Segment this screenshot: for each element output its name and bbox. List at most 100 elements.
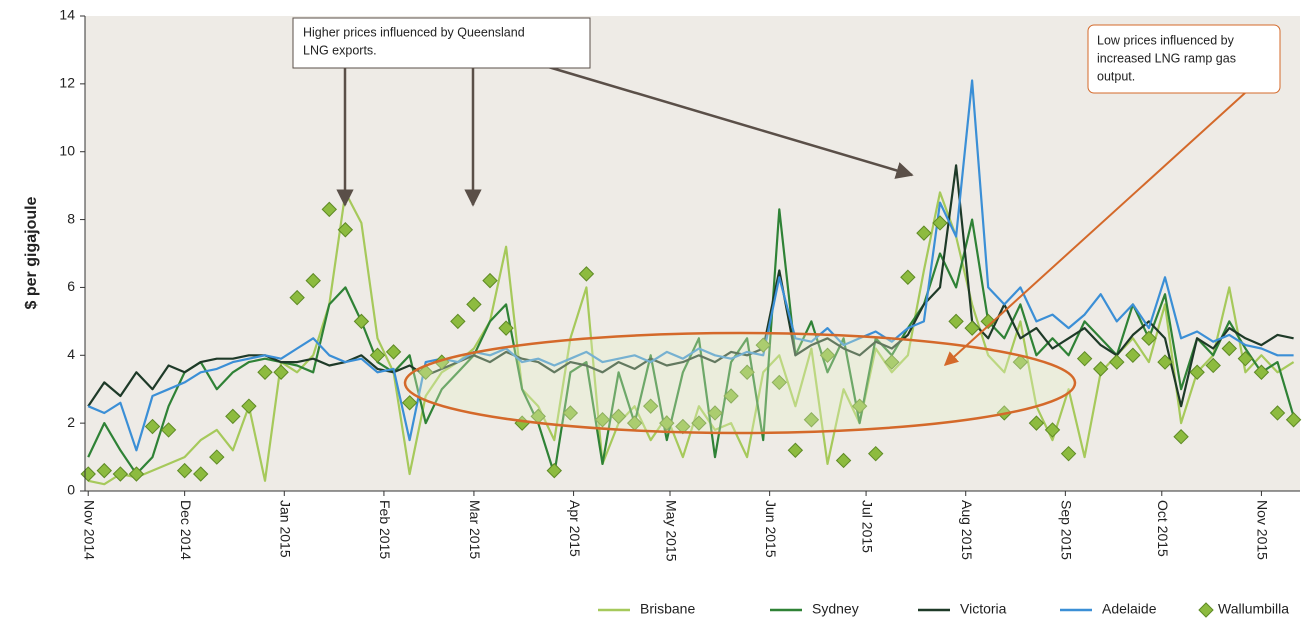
data-point	[723, 388, 739, 404]
data-point	[643, 398, 659, 414]
data-point	[466, 296, 482, 313]
data-point	[594, 412, 611, 428]
data-point	[1141, 330, 1157, 347]
data-point	[401, 395, 418, 411]
data-point	[369, 347, 386, 363]
data-point	[884, 354, 900, 370]
data-point	[980, 313, 996, 330]
annotation-text: Low prices influenced by	[1097, 33, 1235, 47]
x-tick-label: Apr 2015	[567, 500, 583, 557]
highlight-ellipse	[403, 331, 1077, 435]
y-tick-label: 6	[67, 278, 75, 294]
data-point	[273, 364, 289, 380]
data-point	[691, 415, 707, 431]
data-point	[1173, 429, 1189, 445]
annotation-box	[292, 17, 591, 69]
data-point	[112, 466, 129, 482]
x-tick-label: Jan 2015	[278, 500, 294, 558]
x-tick-label: Jun 2015	[763, 500, 779, 558]
data-point	[321, 201, 337, 218]
data-point	[1028, 415, 1045, 431]
data-point	[707, 405, 723, 421]
data-point	[868, 445, 884, 462]
data-point	[1205, 357, 1221, 374]
x-tick-label: Oct 2015	[1155, 500, 1171, 557]
arrow	[544, 64, 914, 179]
x-tick-label: Feb 2015	[377, 500, 393, 559]
data-point	[562, 405, 579, 421]
data-point	[96, 462, 112, 479]
y-tick-label: 14	[59, 7, 75, 23]
plot-area	[85, 16, 1300, 491]
y-tick-label: 10	[59, 142, 75, 158]
data-point	[482, 272, 498, 289]
data-point	[1076, 350, 1093, 367]
data-point	[739, 364, 755, 380]
data-point	[964, 320, 980, 336]
y-tick-label: 0	[67, 482, 75, 498]
y-axis-label: $ per gigajoule	[23, 196, 40, 309]
y-tick-label: 12	[59, 75, 75, 91]
data-point	[257, 364, 273, 380]
series-line	[87, 79, 1294, 452]
data-point	[659, 415, 675, 431]
data-point	[289, 289, 305, 306]
x-tick-label: Dec 2014	[178, 500, 194, 560]
data-point	[835, 452, 852, 469]
data-point	[803, 412, 820, 428]
data-point	[385, 344, 402, 360]
annotation-text: Higher prices influenced by Queensland	[303, 25, 525, 39]
x-tick-label: Mar 2015	[467, 500, 483, 559]
data-point	[209, 449, 225, 465]
x-tick-label: Jul 2015	[859, 500, 875, 553]
data-point	[578, 266, 595, 282]
data-point	[851, 398, 868, 414]
x-tick-label: Nov 2015	[1255, 500, 1271, 560]
legend-label: Wallumbilla	[1218, 601, 1289, 617]
data-point	[1060, 445, 1077, 462]
data-point	[1189, 364, 1205, 380]
x-tick-label: Aug 2015	[959, 500, 975, 560]
y-tick-label: 4	[67, 346, 75, 362]
data-point	[819, 347, 836, 363]
data-point	[337, 222, 354, 238]
legend-label: Brisbane	[640, 601, 695, 617]
y-tick-label: 2	[67, 414, 75, 430]
annotation-text: output.	[1097, 69, 1135, 83]
arrow	[943, 92, 1246, 366]
data-point	[1044, 422, 1061, 438]
data-point	[144, 418, 161, 435]
data-point	[1157, 354, 1173, 370]
data-point	[771, 374, 787, 391]
annotation-box	[1087, 24, 1281, 94]
data-point	[1221, 340, 1237, 357]
data-point	[1253, 364, 1270, 380]
data-point	[1285, 412, 1302, 428]
x-tick-label: Sep 2015	[1059, 500, 1075, 560]
data-point	[1125, 347, 1141, 363]
legend-label: Sydney	[812, 601, 859, 617]
data-point	[418, 364, 434, 380]
data-point	[787, 442, 804, 458]
annotation-text: increased LNG ramp gas	[1097, 51, 1236, 65]
data-point	[546, 462, 562, 479]
data-point	[450, 313, 466, 330]
data-point	[916, 225, 932, 241]
data-point	[755, 337, 771, 353]
data-point	[1093, 361, 1109, 377]
data-point	[900, 269, 916, 285]
series-line	[87, 208, 1295, 476]
data-point	[305, 272, 321, 289]
data-point	[498, 320, 514, 336]
data-point	[932, 215, 948, 231]
data-point	[176, 462, 193, 479]
data-point	[1237, 350, 1254, 367]
data-point	[1012, 354, 1029, 370]
annotation-text: LNG exports.	[303, 43, 377, 57]
data-point	[1109, 354, 1125, 370]
legend-label: Victoria	[960, 601, 1007, 617]
data-point	[948, 313, 964, 330]
x-tick-label: May 2015	[663, 500, 679, 562]
series-line	[87, 164, 1294, 408]
